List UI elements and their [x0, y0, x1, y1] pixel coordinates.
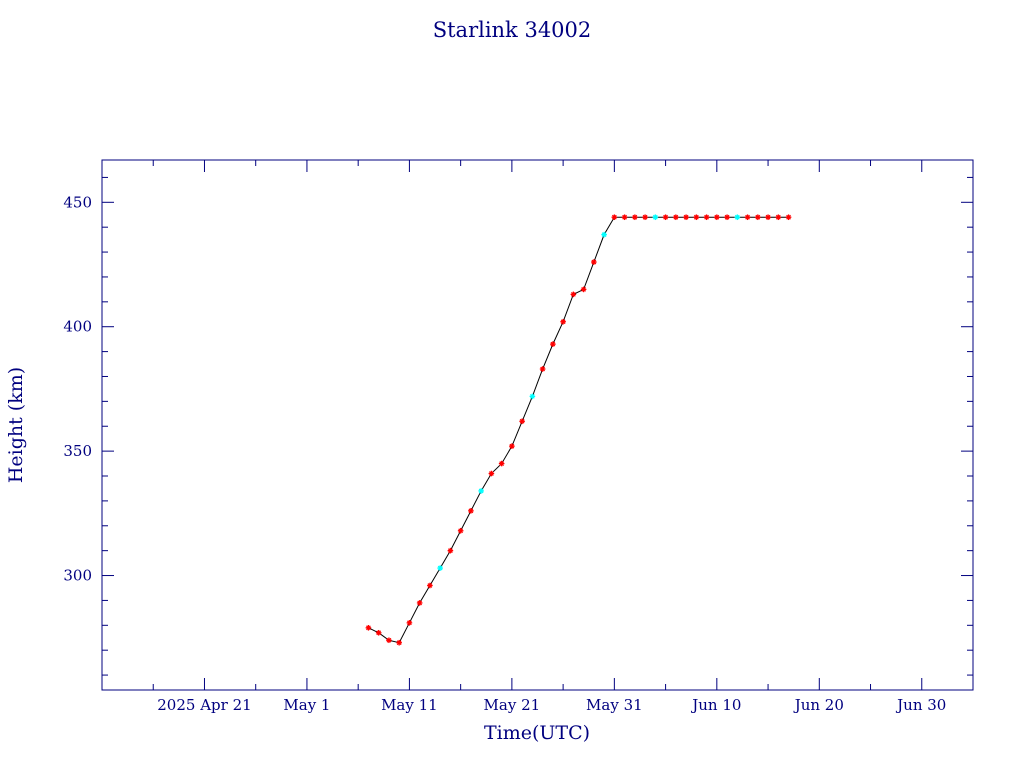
data-point — [570, 291, 577, 298]
x-axis-label: Time(UTC) — [484, 722, 590, 744]
data-point — [601, 231, 607, 238]
y-tick-label: 350 — [63, 442, 92, 460]
data-point — [386, 637, 392, 644]
x-tick-label: May 31 — [586, 696, 643, 714]
data-point — [580, 286, 587, 293]
data-point — [560, 318, 566, 325]
data-point — [632, 214, 638, 221]
series-line — [368, 216, 789, 644]
plot-frame — [101, 159, 974, 691]
data-point — [775, 214, 782, 221]
data-point — [724, 214, 730, 221]
x-tick-label: Jun 10 — [690, 696, 741, 714]
data-point — [427, 582, 433, 589]
data-point — [673, 214, 679, 221]
data-point — [498, 460, 505, 467]
data-point — [468, 508, 474, 514]
data-point — [365, 624, 372, 631]
data-point — [703, 214, 710, 221]
data-point — [437, 565, 443, 571]
x-tick-label: May 11 — [381, 696, 438, 714]
plot-area — [365, 214, 792, 646]
data-point — [447, 547, 454, 554]
data-point — [683, 214, 689, 221]
data-point — [734, 214, 741, 221]
data-point — [765, 214, 771, 221]
y-tick-label: 400 — [63, 318, 92, 336]
data-point — [416, 600, 423, 606]
x-tick-label: May 21 — [484, 696, 541, 714]
data-point — [406, 620, 413, 626]
data-point — [621, 214, 628, 221]
data-point — [642, 214, 648, 221]
data-point — [509, 443, 515, 449]
x-tick-label: 2025 Apr 21 — [157, 696, 251, 714]
chart-title: Starlink 34002 — [433, 18, 592, 42]
data-point — [550, 341, 556, 347]
x-tick-label: Jun 20 — [793, 696, 844, 714]
data-point — [478, 488, 484, 494]
data-point — [591, 259, 597, 265]
data-point — [785, 214, 792, 221]
y-tick-label: 450 — [63, 193, 92, 211]
data-point — [539, 366, 546, 372]
data-point — [396, 639, 402, 646]
data-point — [519, 418, 525, 425]
axis-ticks — [101, 160, 974, 690]
data-point — [714, 214, 720, 221]
data-point — [488, 470, 495, 477]
data-point — [662, 214, 669, 221]
data-point — [652, 214, 659, 221]
data-point — [611, 214, 618, 221]
y-axis-label: Height (km) — [5, 367, 27, 483]
data-point — [693, 214, 700, 221]
tick-labels: 2025 Apr 21 May 1 May 11 May 21 May 31 Jun 10… — [63, 193, 946, 714]
data-point — [744, 214, 751, 221]
data-point — [755, 214, 761, 221]
x-tick-label: Jun 30 — [895, 696, 946, 714]
data-point — [529, 393, 536, 400]
x-tick-label: May 1 — [283, 696, 330, 714]
data-point — [457, 527, 464, 534]
data-point — [375, 629, 382, 636]
y-tick-label: 300 — [63, 567, 92, 585]
